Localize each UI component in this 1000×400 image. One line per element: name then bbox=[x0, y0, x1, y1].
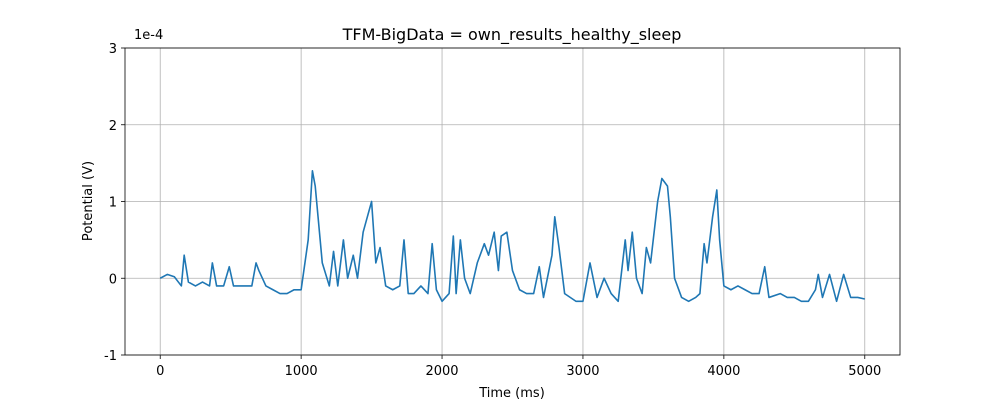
x-tick-label: 2000 bbox=[425, 364, 458, 379]
y-tick-label: 3 bbox=[109, 42, 117, 57]
y-offset-label: 1e-4 bbox=[134, 28, 163, 43]
y-tick-label: 2 bbox=[109, 119, 117, 134]
x-tick-label: 5000 bbox=[848, 364, 881, 379]
plot-frame bbox=[124, 47, 901, 356]
x-tick-label: 0 bbox=[156, 364, 164, 379]
x-axis-label: Time (ms) bbox=[478, 386, 545, 400]
y-tick-label: 0 bbox=[109, 272, 117, 287]
x-tick-label: 3000 bbox=[566, 364, 599, 379]
data-line bbox=[159, 170, 865, 303]
chart-title: TFM-BigData = own_results_healthy_sleep bbox=[342, 25, 682, 45]
y-tick-label: -1 bbox=[104, 349, 117, 364]
x-tick-label: 4000 bbox=[707, 364, 740, 379]
x-tick-label: 1000 bbox=[285, 364, 318, 379]
y-tick-label: 1 bbox=[109, 196, 117, 211]
y-axis-label: Potential (V) bbox=[81, 161, 96, 241]
